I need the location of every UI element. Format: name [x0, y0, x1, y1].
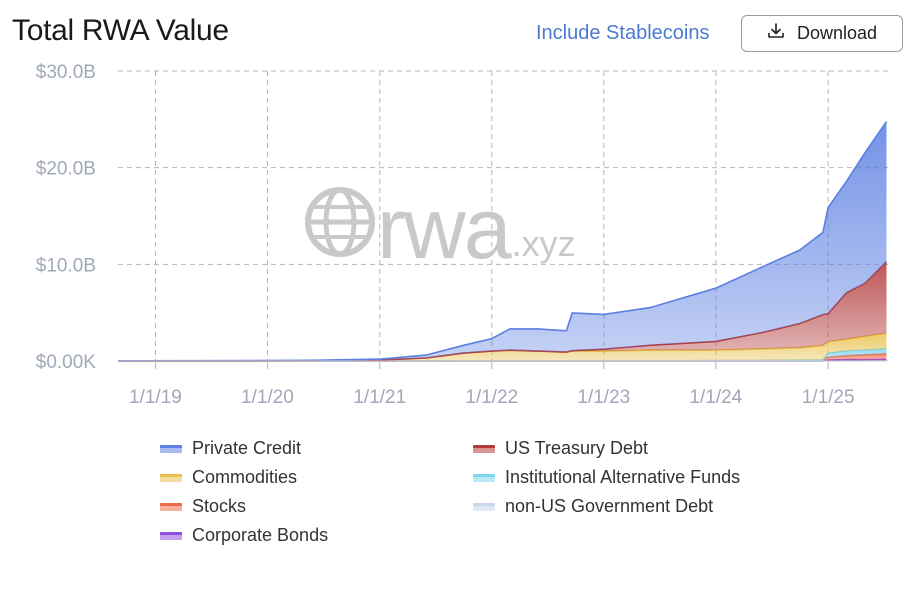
legend-item[interactable]: Commodities [160, 467, 297, 488]
legend-item[interactable]: Private Credit [160, 438, 301, 459]
page-title: Total RWA Value [12, 14, 229, 47]
include-stablecoins-toggle[interactable]: Include Stablecoins [536, 22, 710, 44]
y-tick-label: $0.00K [36, 352, 97, 373]
x-tick-label: 1/1/23 [577, 387, 630, 408]
x-tick-label: 1/1/25 [802, 387, 855, 408]
x-tick-label: 1/1/24 [689, 387, 742, 408]
download-icon [767, 22, 785, 45]
legend-label: Institutional Alternative Funds [505, 467, 741, 487]
y-tick-label: $10.0B [36, 255, 96, 276]
rwa-area-chart[interactable]: $0.00K $10.0B $20.0B $30.0B 1/1/19 1/1/20 1/1/… [0, 55, 919, 415]
legend-swatch [473, 502, 495, 511]
x-tick-label: 1/1/20 [241, 387, 294, 408]
legend-swatch [160, 444, 182, 453]
legend-swatch [473, 444, 495, 453]
legend-label: Private Credit [192, 438, 302, 458]
y-tick-label: $20.0B [36, 159, 96, 180]
legend-item[interactable]: Stocks [160, 496, 246, 517]
legend-label: Stocks [192, 496, 247, 516]
legend-swatch [160, 502, 182, 511]
legend-swatch [473, 473, 495, 482]
legend-item[interactable]: Institutional Alternative Funds [473, 467, 740, 488]
line-private-credit [117, 121, 888, 362]
legend-label: Corporate Bonds [192, 525, 329, 545]
x-tick-label: 1/1/19 [129, 387, 182, 408]
x-tick-label: 1/1/21 [353, 387, 406, 408]
legend-item[interactable]: non-US Government Debt [473, 496, 713, 517]
legend-label: non-US Government Debt [505, 496, 714, 516]
legend-item[interactable]: US Treasury Debt [473, 438, 648, 459]
legend-label: US Treasury Debt [505, 438, 649, 458]
x-tick-label: 1/1/22 [465, 387, 518, 408]
download-label: Download [796, 23, 878, 43]
legend-swatch [160, 531, 182, 540]
legend-item[interactable]: Corporate Bonds [160, 525, 328, 546]
area-commodities [118, 333, 887, 361]
y-tick-label: $30.0B [36, 62, 96, 83]
legend-swatch [160, 473, 182, 482]
download-button[interactable]: Download [741, 15, 903, 52]
legend-label: Commodities [192, 467, 298, 487]
area-private-credit [118, 121, 887, 361]
